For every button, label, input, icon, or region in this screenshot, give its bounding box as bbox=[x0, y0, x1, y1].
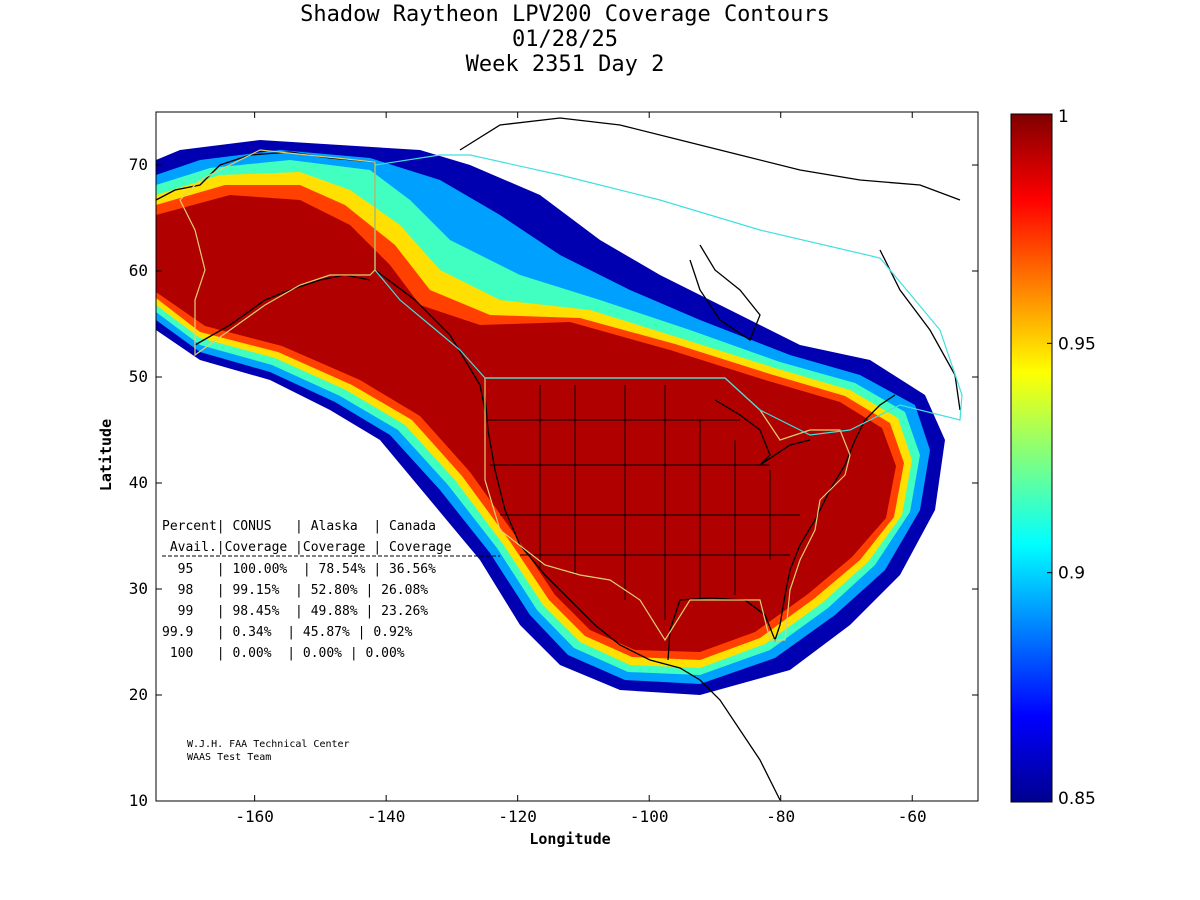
x-axis-ticks: -160 -140 -120 -100 -80 -60 bbox=[235, 112, 927, 826]
table-row: 99 | 98.45% | 49.88% | 23.26% bbox=[162, 604, 428, 619]
x-tick-label: -140 bbox=[367, 807, 406, 826]
y-tick-label: 10 bbox=[129, 791, 148, 810]
table-row: 98 | 99.15% | 52.80% | 26.08% bbox=[162, 583, 428, 598]
colorbar-ticks: 1 0.95 0.9 0.85 bbox=[1047, 107, 1096, 809]
colorbar bbox=[1010, 113, 1053, 803]
contour-core-100 bbox=[156, 195, 896, 652]
table-header-1: Percent| CONUS | Alaska | Canada bbox=[162, 519, 436, 534]
coast-gulf bbox=[667, 394, 896, 661]
x-tick-label: -160 bbox=[235, 807, 274, 826]
coast-arctic bbox=[459, 117, 961, 201]
coast-greatlakes bbox=[714, 399, 811, 466]
table-row: 95 | 100.00% | 78.54% | 36.56% bbox=[162, 562, 436, 577]
alaska-boundary bbox=[179, 149, 376, 357]
coverage-table: Percent| CONUS | Alaska | Canada Avail.|… bbox=[162, 519, 500, 661]
y-tick-label: 60 bbox=[129, 261, 148, 280]
canada-boundary bbox=[374, 154, 963, 436]
credit-line-1: W.J.H. FAA Technical Center bbox=[187, 739, 350, 750]
y-axis-ticks: 10 20 30 40 50 60 70 bbox=[129, 155, 978, 810]
x-tick-label: -100 bbox=[630, 807, 669, 826]
colorbar-tick-label: 1 bbox=[1058, 107, 1069, 127]
y-axis-label: Latitude bbox=[97, 419, 115, 491]
chart-week-day: Week 2351 Day 2 bbox=[465, 52, 665, 77]
x-axis-label: Longitude bbox=[529, 830, 610, 848]
credit-block: W.J.H. FAA Technical Center WAAS Test Te… bbox=[187, 739, 350, 763]
x-tick-label: -120 bbox=[498, 807, 537, 826]
coast-labrador bbox=[879, 249, 961, 411]
conus-boundary bbox=[484, 377, 851, 642]
chart-title: Shadow Raytheon LPV200 Coverage Contours bbox=[300, 2, 830, 27]
table-row: 99.9 | 0.34% | 45.87% | 0.92% bbox=[162, 625, 413, 640]
region-boundaries bbox=[179, 149, 963, 642]
x-tick-label: -80 bbox=[766, 807, 795, 826]
y-tick-label: 20 bbox=[129, 685, 148, 704]
y-tick-label: 50 bbox=[129, 367, 148, 386]
colorbar-tick-label: 0.95 bbox=[1058, 334, 1096, 354]
plot-frame bbox=[155, 111, 979, 802]
coast-pacific bbox=[484, 394, 781, 801]
colorbar-tick-label: 0.9 bbox=[1058, 564, 1085, 584]
coverage-contours bbox=[156, 140, 945, 695]
table-row: 100 | 0.00% | 0.00% | 0.00% bbox=[162, 646, 405, 661]
credit-line-2: WAAS Test Team bbox=[187, 752, 271, 763]
colorbar-tick-label: 0.85 bbox=[1058, 789, 1096, 809]
y-tick-label: 70 bbox=[129, 155, 148, 174]
y-tick-label: 30 bbox=[129, 579, 148, 598]
y-tick-label: 40 bbox=[129, 473, 148, 492]
chart-date: 01/28/25 bbox=[512, 27, 618, 52]
coast-hudson bbox=[689, 244, 761, 341]
x-tick-label: -60 bbox=[898, 807, 927, 826]
table-header-2: Avail.|Coverage |Coverage | Coverage bbox=[162, 540, 452, 555]
